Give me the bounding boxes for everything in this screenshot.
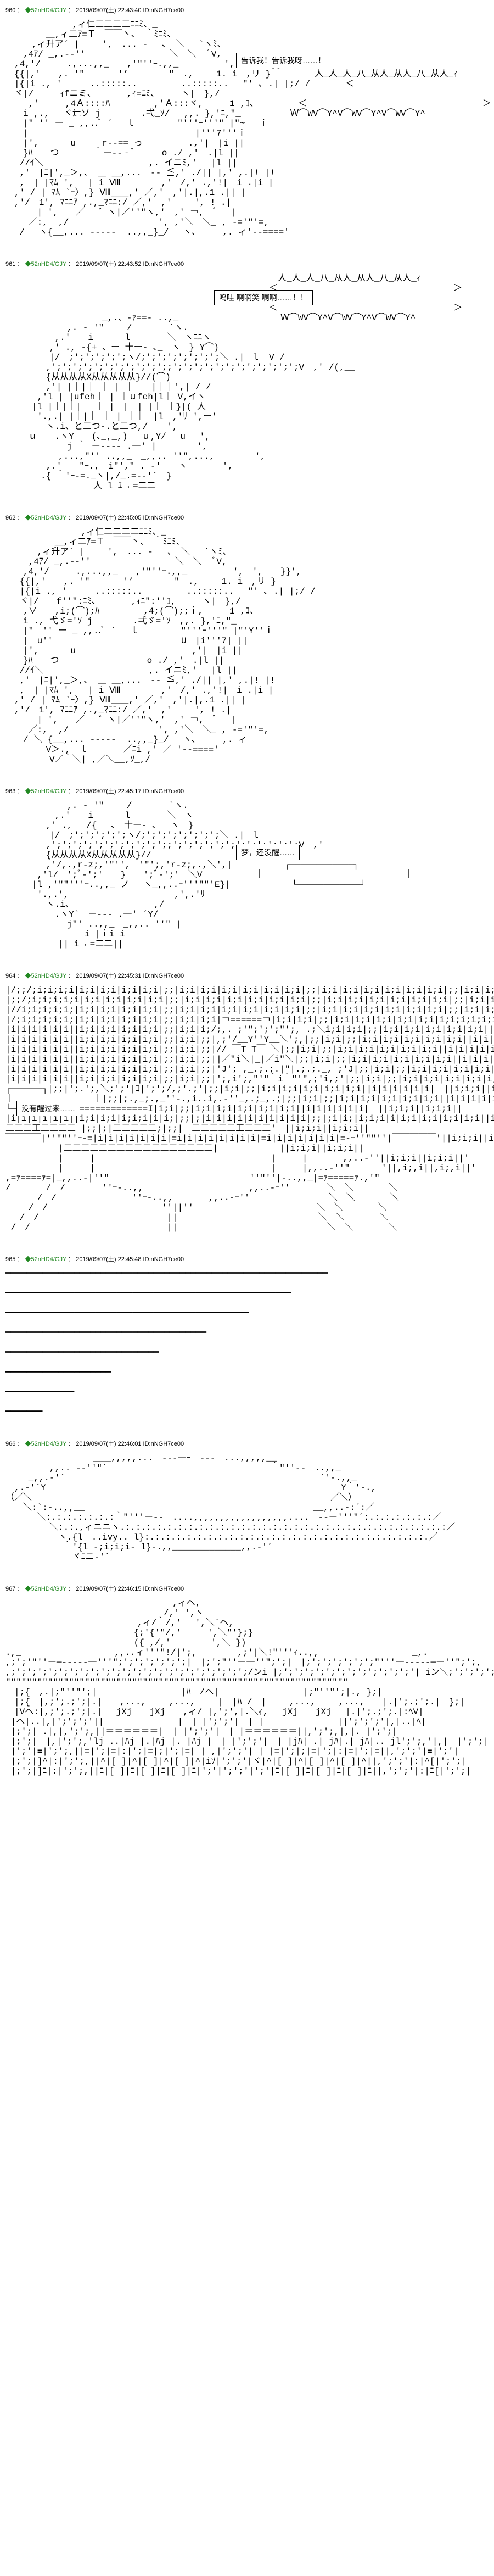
ascii-art: ,ィヘ, /,' ',ヽ ,ィ/｀/,' ',＼´ヘ, {;'{'"/,' ',…: [5, 1598, 489, 1776]
post-header: 961 ： ◆52nHD4/GJY ： 2019/09/07(土) 22:43:…: [5, 259, 489, 268]
post-tripcode: ◆52nHD4/GJY: [25, 7, 66, 14]
ascii-art: ,ィ仁二二二二ﾆﾆﾐ、_ ＿,ィ二ｱ=Ｔ ￣￣丶、 ｀ﾐﾆﾐ、 ,ィ升ア´ | …: [5, 20, 489, 237]
post-id: ID:nNGH7ce00: [143, 261, 184, 267]
speech-bubble: 梦，还没醒……: [236, 845, 300, 860]
forum-post: 964 ： ◆52nHD4/GJY ： 2019/09/07(土) 22:45:…: [5, 971, 489, 1233]
speech-bubble: 没有醒过来……: [16, 1101, 80, 1116]
post-header: 965 ： ◆52nHD4/GJY ： 2019/09/07(土) 22:45:…: [5, 1254, 489, 1263]
post-number: 964: [5, 973, 15, 979]
post-header: 964 ： ◆52nHD4/GJY ： 2019/09/07(土) 22:45:…: [5, 971, 489, 980]
speech-bubble: 告诉我！告诉我呀……！: [236, 53, 330, 68]
post-id: ID:nNGH7ce00: [143, 1586, 184, 1592]
post-date: 2019/09/07(土) 22:43:40: [76, 7, 141, 14]
post-date: 2019/09/07(土) 22:45:48: [76, 1256, 141, 1263]
speech-bubble: 呜哇 啊啊笑 啊啊……！！: [214, 290, 313, 305]
forum-post: 967 ： ◆52nHD4/GJY ： 2019/09/07(土) 22:46:…: [5, 1584, 489, 1776]
post-id: ID:nNGH7ce00: [143, 788, 184, 795]
post-tripcode: ◆52nHD4/GJY: [25, 973, 66, 979]
post-tripcode: ◆52nHD4/GJY: [25, 1256, 66, 1263]
post-tripcode: ◆52nHD4/GJY: [25, 788, 66, 795]
forum-post: 965 ： ◆52nHD4/GJY ： 2019/09/07(土) 22:45:…: [5, 1254, 489, 1417]
post-tripcode: ◆52nHD4/GJY: [25, 261, 66, 267]
post-number: 961: [5, 261, 15, 267]
post-tripcode: ◆52nHD4/GJY: [25, 1441, 66, 1447]
post-header: 966 ： ◆52nHD4/GJY ： 2019/09/07(土) 22:46:…: [5, 1439, 489, 1448]
post-number: 966: [5, 1441, 15, 1447]
post-date: 2019/09/07(土) 22:43:52: [76, 261, 141, 267]
forum-post: 961 ： ◆52nHD4/GJY ： 2019/09/07(土) 22:43:…: [5, 259, 489, 491]
post-id: ID:nNGH7ce00: [143, 7, 184, 14]
post-number: 965: [5, 1256, 15, 1263]
post-date: 2019/09/07(土) 22:45:17: [76, 788, 141, 795]
post-number: 963: [5, 788, 15, 795]
post-date: 2019/09/07(土) 22:46:01: [76, 1441, 141, 1447]
post-header: 963 ： ◆52nHD4/GJY ： 2019/09/07(土) 22:45:…: [5, 787, 489, 795]
post-number: 967: [5, 1586, 15, 1592]
post-number: 962: [5, 515, 15, 521]
post-date: 2019/09/07(土) 22:45:31: [76, 973, 141, 979]
ascii-art: ━━━━━━━━━━━━━━━━━━━━━━━━━━━━━━━━━━━━━━━━…: [5, 1269, 489, 1417]
post-tripcode: ◆52nHD4/GJY: [25, 515, 66, 521]
ascii-art: |/;;/;i;i;i;i|i;i|i;i|i;i|i;i|;;|i;i|i;i…: [5, 985, 489, 1233]
forum-post: 963 ： ◆52nHD4/GJY ： 2019/09/07(土) 22:45:…: [5, 787, 489, 949]
post-date: 2019/09/07(土) 22:46:15: [76, 1586, 141, 1592]
post-header: 967 ： ◆52nHD4/GJY ： 2019/09/07(土) 22:46:…: [5, 1584, 489, 1593]
post-header: 962 ： ◆52nHD4/GJY ： 2019/09/07(土) 22:45:…: [5, 513, 489, 522]
post-number: 960: [5, 7, 15, 14]
ascii-art: 人_人_人_八_从人_从人_八_从人_ｨ ＜ ＞ ＜ ＞ _,.、-ｧ==- .…: [5, 274, 489, 491]
post-date: 2019/09/07(土) 22:45:05: [76, 515, 141, 521]
forum-post: 962 ： ◆52nHD4/GJY ： 2019/09/07(土) 22:45:…: [5, 513, 489, 765]
forum-post: 960 ： ◆52nHD4/GJY ： 2019/09/07(土) 22:43:…: [5, 5, 489, 237]
ascii-art: ,ィ仁二二二二ﾆﾆﾐ、_ ＿,ィ二ｱ=Ｔ ￣￣丶、 ｀ﾐﾆﾐ、 ,ィ升ア´ | …: [5, 527, 489, 765]
post-header: 960 ： ◆52nHD4/GJY ： 2019/09/07(土) 22:43:…: [5, 5, 489, 14]
ascii-art: ,. - '" / `ヽ. ,.' i l ＼ ヽ ,' ., /{ 、 十ー-…: [5, 801, 489, 949]
post-id: ID:nNGH7ce00: [143, 1441, 184, 1447]
forum-post: 966 ： ◆52nHD4/GJY ： 2019/09/07(土) 22:46:…: [5, 1439, 489, 1562]
post-id: ID:nNGH7ce00: [143, 973, 184, 979]
ascii-art: ＿＿,,,,,... ---一ｰ --- ...,,,,,__ ,,.. -‐'…: [5, 1453, 489, 1562]
post-id: ID:nNGH7ce00: [143, 1256, 184, 1263]
post-id: ID:nNGH7ce00: [143, 515, 184, 521]
post-tripcode: ◆52nHD4/GJY: [25, 1586, 66, 1592]
